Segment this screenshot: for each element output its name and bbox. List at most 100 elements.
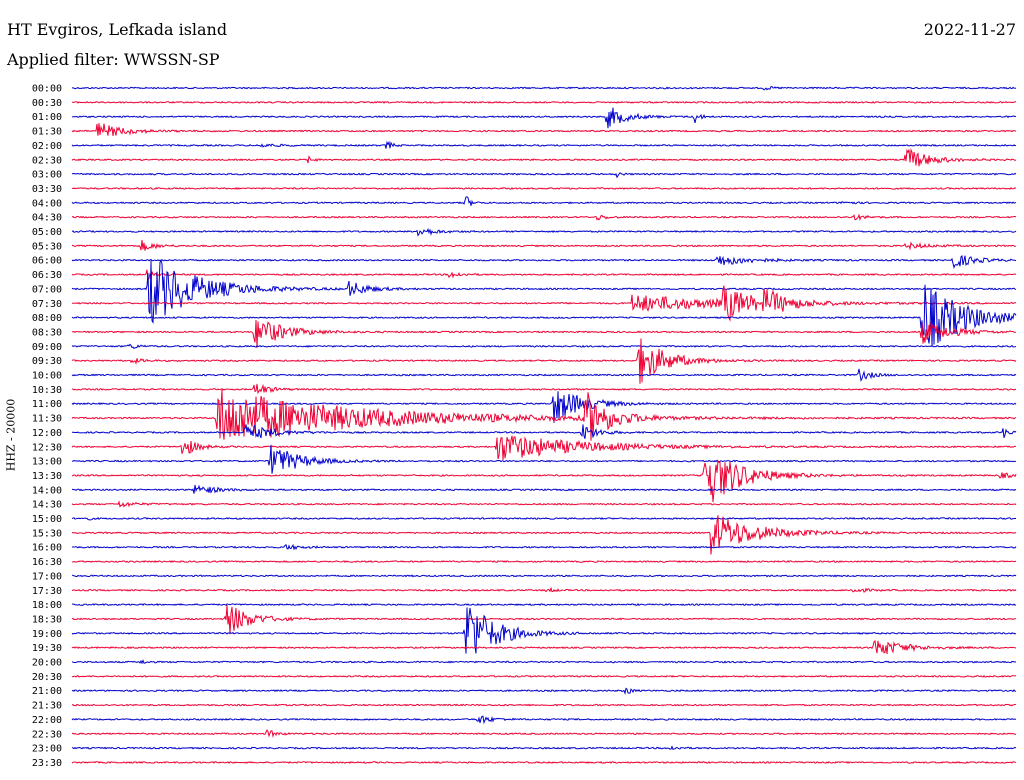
seismogram-trace bbox=[71, 674, 1017, 678]
row-time-label: 14:00 bbox=[32, 485, 62, 496]
seismogram-trace bbox=[71, 586, 1017, 593]
seismogram-trace bbox=[71, 459, 1017, 503]
row-time-label: 10:30 bbox=[32, 385, 62, 396]
seismogram-trace bbox=[71, 715, 1017, 725]
seismogram-trace bbox=[71, 269, 1017, 281]
row-time-label: 12:30 bbox=[32, 442, 62, 453]
seismogram-trace bbox=[71, 186, 1017, 190]
row-time-label: 07:30 bbox=[32, 299, 62, 310]
seismogram-trace bbox=[71, 574, 1017, 578]
row-time-label: 20:00 bbox=[32, 658, 62, 669]
row-time-label: 03:30 bbox=[32, 184, 62, 195]
row-time-label: 13:30 bbox=[32, 471, 62, 482]
row-time-label: 05:00 bbox=[32, 227, 62, 238]
row-time-label: 00:30 bbox=[32, 98, 62, 109]
seismogram-trace bbox=[71, 515, 1017, 555]
row-time-label: 09:30 bbox=[32, 356, 62, 367]
seismogram-trace bbox=[71, 172, 1017, 179]
seismogram-trace bbox=[71, 368, 1017, 382]
seismogram-trace bbox=[71, 343, 1017, 350]
seismogram-trace bbox=[71, 285, 1017, 322]
row-time-label: 06:00 bbox=[32, 256, 62, 267]
seismogram-trace bbox=[71, 389, 1017, 441]
seismogram-trace bbox=[71, 687, 1017, 695]
row-time-label: 21:00 bbox=[32, 686, 62, 697]
row-time-label: 08:00 bbox=[32, 313, 62, 324]
row-time-label: 04:00 bbox=[32, 198, 62, 209]
row-time-label: 21:30 bbox=[32, 701, 62, 712]
row-time-label: 00:00 bbox=[32, 84, 62, 95]
seismogram-trace bbox=[71, 424, 1017, 439]
seismogram-trace bbox=[72, 543, 1017, 551]
seismogram-trace bbox=[71, 703, 1017, 707]
seismogram-trace bbox=[71, 745, 1017, 750]
seismogram-trace bbox=[71, 227, 1017, 237]
seismogram-trace bbox=[71, 213, 1017, 221]
row-time-label: 03:00 bbox=[32, 170, 62, 181]
row-time-label: 11:30 bbox=[32, 414, 62, 425]
seismogram-trace bbox=[71, 500, 1017, 508]
row-time-label: 22:30 bbox=[32, 729, 62, 740]
seismogram-trace bbox=[71, 516, 1017, 521]
row-time-label: 19:30 bbox=[32, 643, 62, 654]
seismogram-trace bbox=[71, 435, 1017, 461]
row-time-label: 15:00 bbox=[32, 514, 62, 525]
row-time-label: 10:00 bbox=[32, 371, 62, 382]
seismogram-trace bbox=[71, 607, 1017, 654]
seismogram-trace bbox=[71, 86, 1017, 91]
row-time-label: 18:30 bbox=[32, 614, 62, 625]
row-time-label: 06:30 bbox=[32, 270, 62, 281]
seismogram-trace bbox=[71, 383, 1017, 395]
seismogram-trace bbox=[71, 603, 1017, 607]
row-time-label: 11:00 bbox=[32, 399, 62, 410]
filter-label: Applied filter: WWSSN-SP bbox=[7, 50, 220, 69]
row-time-label: 12:00 bbox=[32, 428, 62, 439]
seismogram-trace bbox=[71, 107, 1017, 129]
seismogram-trace bbox=[71, 100, 1016, 104]
row-time-label: 05:30 bbox=[32, 241, 62, 252]
seismogram-trace bbox=[71, 659, 1017, 665]
row-time-label: 20:30 bbox=[32, 672, 62, 683]
row-time-label: 02:30 bbox=[32, 155, 62, 166]
seismogram-trace bbox=[71, 254, 1017, 269]
row-time-label: 02:00 bbox=[32, 141, 62, 152]
seismogram-trace bbox=[71, 319, 1017, 348]
seismogram-trace bbox=[71, 148, 1017, 167]
record-date: 2022-11-27 bbox=[923, 20, 1016, 39]
seismogram-trace bbox=[71, 123, 1017, 137]
seismogram-trace bbox=[71, 640, 1017, 654]
row-time-label: 16:00 bbox=[32, 543, 62, 554]
row-time-label: 16:30 bbox=[32, 557, 62, 568]
row-time-label: 23:30 bbox=[32, 758, 62, 769]
row-time-label: 23:00 bbox=[32, 744, 62, 755]
row-time-label: 19:00 bbox=[32, 629, 62, 640]
station-title: HT Evgiros, Lefkada island bbox=[7, 20, 228, 39]
row-time-label: 01:30 bbox=[32, 127, 62, 138]
seismogram-trace bbox=[71, 761, 1017, 764]
seismogram-trace bbox=[71, 729, 1017, 739]
seismogram-trace bbox=[71, 604, 1017, 635]
seismogram-trace bbox=[71, 560, 1017, 564]
seismogram-trace bbox=[71, 338, 1017, 384]
seismogram-trace bbox=[71, 444, 1017, 474]
seismogram-trace bbox=[71, 239, 1017, 251]
row-time-label: 08:30 bbox=[32, 327, 62, 338]
row-time-label: 09:00 bbox=[32, 342, 62, 353]
seismogram-trace bbox=[71, 196, 1017, 206]
row-time-label: 04:30 bbox=[32, 213, 62, 224]
row-time-label: 15:30 bbox=[32, 528, 62, 539]
seismogram-trace bbox=[71, 259, 1017, 324]
row-time-label: 13:00 bbox=[32, 457, 62, 468]
row-time-label: 14:30 bbox=[32, 500, 62, 511]
seismogram-trace bbox=[71, 140, 1017, 149]
row-time-label: 07:00 bbox=[32, 284, 62, 295]
row-time-label: 18:00 bbox=[32, 600, 62, 611]
row-time-label: 17:30 bbox=[32, 586, 62, 597]
row-time-label: 01:00 bbox=[32, 112, 62, 123]
seismogram-trace bbox=[71, 284, 1017, 347]
row-time-label: 22:00 bbox=[32, 715, 62, 726]
row-time-label: 17:00 bbox=[32, 571, 62, 582]
seismogram-trace bbox=[71, 484, 1017, 494]
